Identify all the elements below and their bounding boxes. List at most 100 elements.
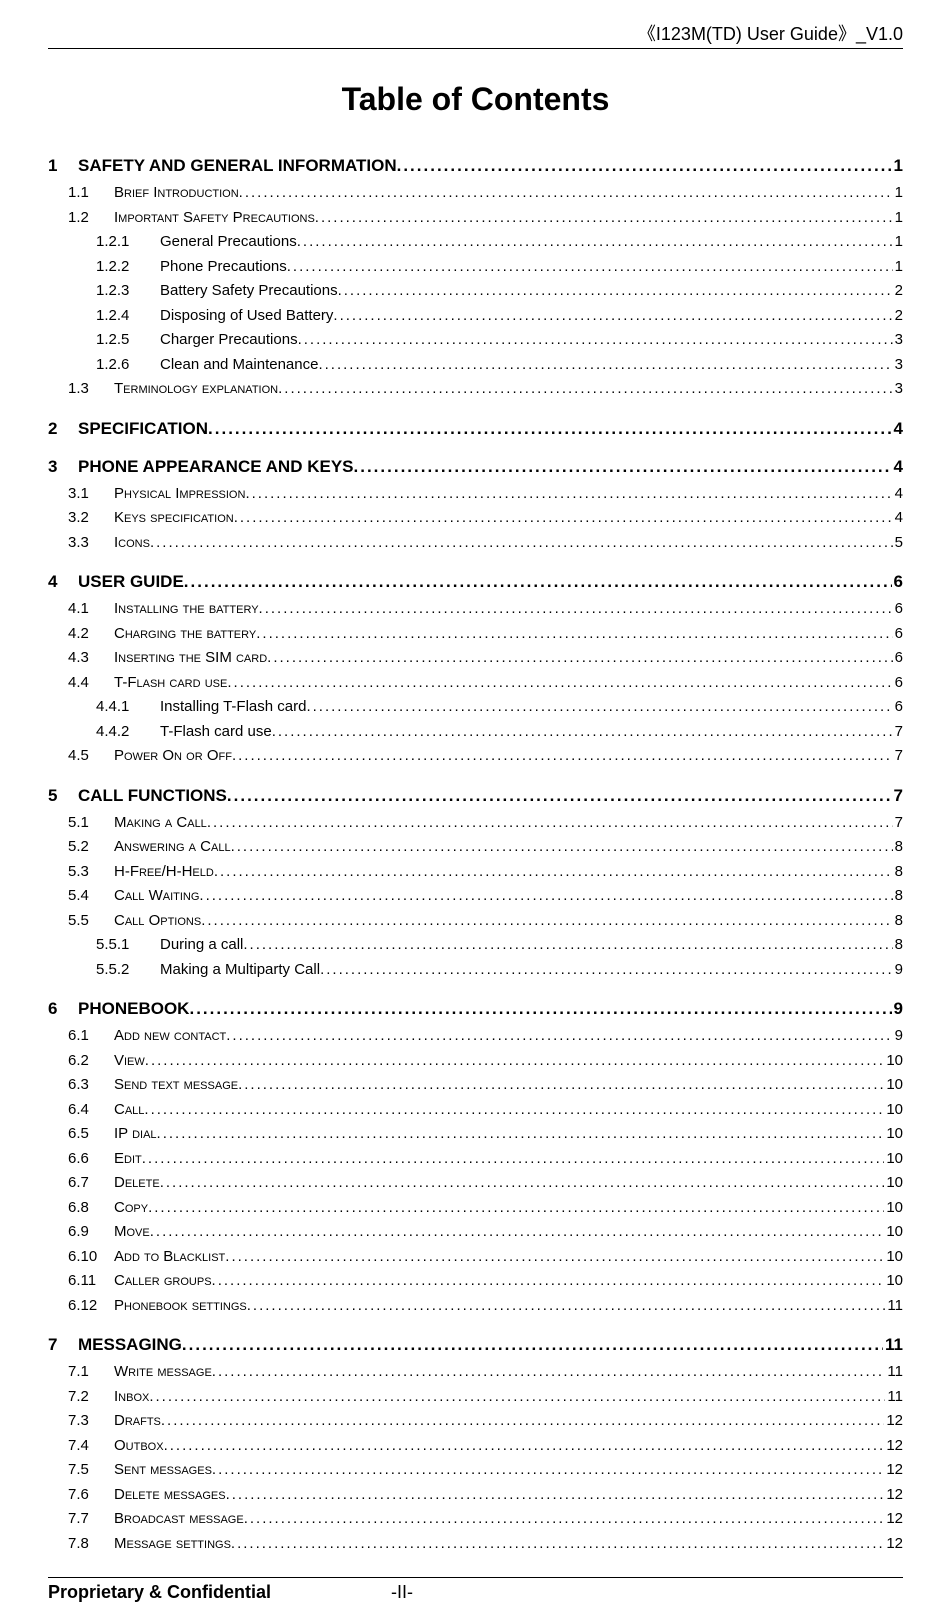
toc-entry: 4.1Installing the battery6: [48, 598, 903, 621]
toc-entry-number: 1.2: [68, 207, 114, 230]
toc-entry-page: 3: [893, 354, 903, 377]
toc-leader-dots: [144, 1099, 884, 1122]
toc-entry-number: 7.7: [68, 1508, 114, 1531]
toc-entry-page: 8: [893, 861, 903, 884]
toc-leader-dots: [232, 745, 893, 768]
toc-entry-number: 1.1: [68, 182, 114, 205]
toc-entry: 6.4Call10: [48, 1099, 903, 1122]
toc-entry-label: Call Waiting: [114, 885, 199, 908]
toc-entry: 1.2.3Battery Safety Precautions2: [48, 280, 903, 303]
toc-leader-dots: [182, 1335, 883, 1355]
toc-entry-page: 11: [885, 1386, 903, 1409]
toc-entry: 6.3Send text message 10: [48, 1074, 903, 1097]
toc-entry-label: Making a Multiparty Call: [160, 959, 320, 982]
toc-entry-page: 10: [884, 1221, 903, 1244]
toc-entry-page: 10: [884, 1148, 903, 1171]
toc-entry-page: 11: [885, 1295, 903, 1318]
toc-entry-number: 1: [48, 156, 78, 176]
toc-entry-page: 8: [893, 910, 903, 933]
toc-entry-page: 12: [884, 1435, 903, 1458]
toc-entry-page: 12: [884, 1484, 903, 1507]
toc-entry-number: 5: [48, 786, 78, 806]
toc-entry: 7.6Delete messages12: [48, 1484, 903, 1507]
toc-entry-number: 1.2.1: [96, 231, 160, 254]
toc-entry-label: Sent messages: [114, 1459, 212, 1482]
toc-entry: 1.2.5Charger Precautions3: [48, 329, 903, 352]
toc-entry-label: Installing the battery: [114, 598, 259, 621]
toc-leader-dots: [208, 419, 892, 439]
toc-entry-page: 3: [893, 378, 903, 401]
toc-entry-number: 7: [48, 1335, 78, 1355]
toc-entry-page: 7: [893, 812, 903, 835]
toc-leader-dots: [259, 598, 893, 621]
toc-entry-page: 11: [885, 1361, 903, 1384]
toc-entry-number: 4: [48, 572, 78, 592]
toc-entry-number: 5.3: [68, 861, 114, 884]
toc-entry: 5.5Call Options8: [48, 910, 903, 933]
toc-entry-label: Battery Safety Precautions: [160, 280, 338, 303]
toc-entry-label: Brief Introduction: [114, 182, 239, 205]
toc-entry-number: 6.3: [68, 1074, 114, 1097]
toc-entry: 4USER GUIDE6: [48, 572, 903, 592]
toc-entry-page: 9: [892, 999, 903, 1019]
toc-entry-label: Terminology explanation: [114, 378, 278, 401]
toc-entry-page: 4: [893, 483, 903, 506]
toc-leader-dots: [148, 1197, 884, 1220]
header: 《I123M(TD) User Guide》_V1.0: [48, 20, 903, 49]
toc-entry: 1.3Terminology explanation3: [48, 378, 903, 401]
toc-entry: 7.4Outbox12: [48, 1435, 903, 1458]
toc-entry: 1.2.6Clean and Maintenance3: [48, 354, 903, 377]
toc-entry: 6.2View10: [48, 1050, 903, 1073]
toc-leader-dots: [161, 1410, 884, 1433]
toc-leader-dots: [231, 836, 893, 859]
toc-entry-label: Phonebook settings: [114, 1295, 247, 1318]
toc-leader-dots: [315, 207, 893, 230]
toc-entry-number: 3.3: [68, 532, 114, 555]
toc-entry-page: 10: [884, 1050, 903, 1073]
toc-entry-page: 1: [893, 207, 903, 230]
toc-entry-page: 5: [893, 532, 903, 555]
toc-entry-label: Send text message: [114, 1074, 238, 1097]
toc-entry-page: 10: [884, 1197, 903, 1220]
toc-entry-page: 1: [893, 231, 903, 254]
toc-entry-label: Inbox: [114, 1386, 149, 1409]
toc-entry-label: Phone Precautions: [160, 256, 287, 279]
toc-entry-number: 4.4: [68, 672, 114, 695]
toc-entry: 4.4.2T-Flash card use7: [48, 721, 903, 744]
toc-entry-page: 10: [884, 1074, 903, 1097]
toc-entry-number: 1.2.5: [96, 329, 160, 352]
toc-leader-dots: [226, 1484, 885, 1507]
toc-entry-number: 5.1: [68, 812, 114, 835]
toc-entry-page: 10: [884, 1246, 903, 1269]
toc-leader-dots: [320, 959, 893, 982]
toc-entry: 1.2Important Safety Precautions1: [48, 207, 903, 230]
toc-entry: 3PHONE APPEARANCE AND KEYS4: [48, 457, 903, 477]
toc-entry-number: 3.1: [68, 483, 114, 506]
toc-leader-dots: [212, 1361, 886, 1384]
toc-leader-dots: [272, 721, 893, 744]
toc-entry-label: Physical Impression: [114, 483, 245, 506]
toc-entry-label: Delete: [114, 1172, 160, 1195]
toc-entry-page: 1: [892, 156, 903, 176]
toc-entry-page: 2: [893, 280, 903, 303]
toc-entry: 3.1Physical Impression 4: [48, 483, 903, 506]
toc-leader-dots: [298, 329, 893, 352]
toc-leader-dots: [238, 1074, 884, 1097]
toc-entry-page: 4: [893, 507, 903, 530]
toc-entry-label: H-Free/H-Held: [114, 861, 214, 884]
toc-entry-page: 12: [884, 1508, 903, 1531]
toc-entry: 6.5IP dial10: [48, 1123, 903, 1146]
toc-leader-dots: [338, 280, 893, 303]
footer: Proprietary & Confidential -II-: [48, 1577, 903, 1603]
toc-entry: 1.2.1General Precautions1: [48, 231, 903, 254]
toc-entry-page: 6: [893, 696, 903, 719]
toc-entry-number: 1.2.2: [96, 256, 160, 279]
toc-entry: 4.3Inserting the SIM card6: [48, 647, 903, 670]
toc-entry: 7.8Message settings12: [48, 1533, 903, 1556]
toc-entry-label: Write message: [114, 1361, 212, 1384]
toc-leader-dots: [306, 696, 892, 719]
toc-entry-number: 6.10: [68, 1246, 114, 1269]
toc-entry: 7.2Inbox11: [48, 1386, 903, 1409]
toc-entry-label: View: [114, 1050, 145, 1073]
toc-entry: 6.12Phonebook settings11: [48, 1295, 903, 1318]
